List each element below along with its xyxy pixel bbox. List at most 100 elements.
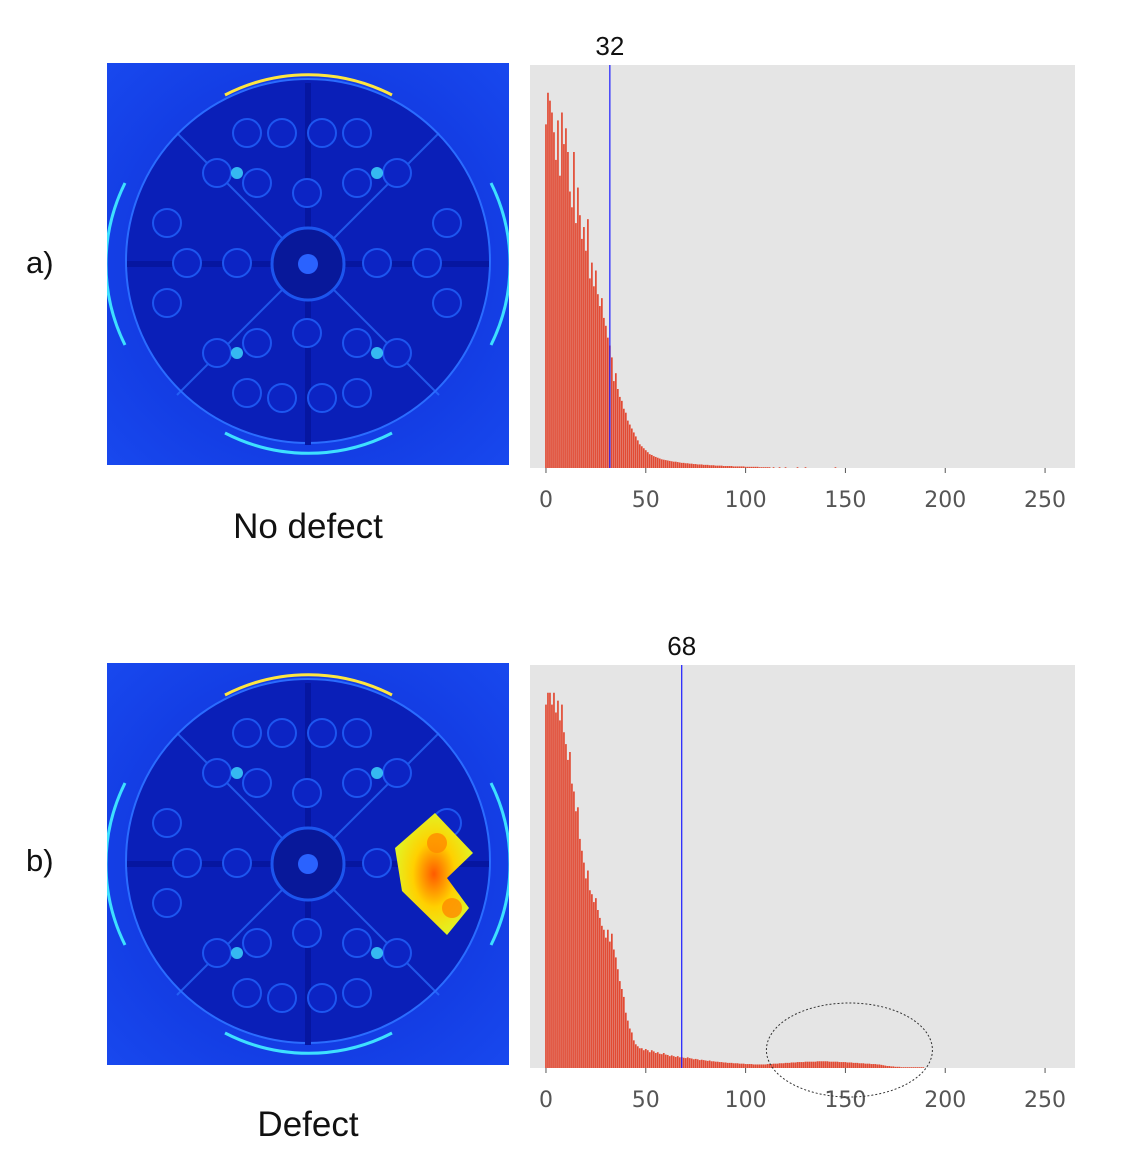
histogram-bar xyxy=(593,902,595,1068)
histogram-bar xyxy=(860,1063,863,1068)
histogram-bar xyxy=(624,1012,627,1068)
histogram-bar xyxy=(778,1063,781,1068)
threshold-label: 32 xyxy=(595,31,624,61)
histogram-bar xyxy=(732,466,735,468)
histogram-bar xyxy=(884,1065,887,1068)
histogram-bar xyxy=(660,1054,663,1068)
histogram-bar xyxy=(796,467,799,468)
histogram-bar xyxy=(612,381,615,468)
histogram-bar xyxy=(622,996,625,1068)
histogram-bar xyxy=(818,1061,821,1068)
histogram-bar xyxy=(796,1062,799,1068)
histogram-bar xyxy=(722,1062,725,1068)
histogram-bar xyxy=(740,466,743,468)
histogram-bar xyxy=(622,408,625,468)
histogram-bar xyxy=(834,1061,837,1068)
histogram-bar xyxy=(702,464,705,468)
x-tick-label: 0 xyxy=(539,1088,553,1113)
histogram-bar xyxy=(547,92,549,468)
histogram-bar xyxy=(736,1063,739,1068)
histogram-bar xyxy=(587,870,589,1068)
histogram-bar xyxy=(764,1064,767,1068)
histogram-bar xyxy=(571,207,573,469)
histogram-bar xyxy=(836,1061,839,1068)
histogram-bar xyxy=(868,1063,871,1068)
histogram-bar xyxy=(904,1067,907,1068)
histogram-bar xyxy=(888,1066,891,1068)
histogram-bar xyxy=(838,1062,841,1068)
histogram-bar xyxy=(808,1061,811,1068)
histogram-bar xyxy=(816,1061,819,1068)
histogram-bar xyxy=(547,692,549,1068)
histogram-bar xyxy=(696,1059,699,1068)
histogram-bar xyxy=(662,1052,665,1068)
histogram-bar xyxy=(612,949,615,1068)
histogram-bar xyxy=(706,1060,709,1068)
x-tick-label: 100 xyxy=(725,488,767,513)
histogram-bar xyxy=(746,466,749,468)
histogram-bar xyxy=(842,1062,845,1068)
histogram-bar xyxy=(577,187,579,469)
histogram-bar xyxy=(688,1058,691,1068)
histogram-bar xyxy=(742,1063,745,1068)
histogram-bar xyxy=(720,1062,723,1068)
histogram-bar xyxy=(670,461,673,468)
row-label-a: a) xyxy=(26,245,54,280)
histogram-bar xyxy=(680,462,683,468)
histogram-bar xyxy=(746,1064,749,1068)
histogram-bar xyxy=(840,1062,843,1068)
histogram-bar xyxy=(792,1062,795,1068)
histogram-bar xyxy=(718,1062,721,1068)
histogram-bar xyxy=(760,467,763,468)
histogram-bar xyxy=(654,1052,657,1068)
histogram-bar xyxy=(549,692,551,1068)
histogram-bar xyxy=(732,1063,735,1068)
histogram-bar xyxy=(642,448,645,468)
x-tick-label: 250 xyxy=(1024,488,1066,513)
caption-defect: Defect xyxy=(257,1105,359,1144)
histogram-bar xyxy=(892,1066,895,1068)
histogram-bar xyxy=(595,270,597,468)
histogram-bar xyxy=(878,1064,881,1068)
histogram-bar xyxy=(672,1056,675,1068)
histogram-bar xyxy=(728,466,731,468)
histogram-bar xyxy=(784,1062,787,1068)
histogram-bar xyxy=(862,1063,865,1068)
histogram-bar xyxy=(918,1067,921,1068)
histogram-bar xyxy=(712,465,715,468)
histogram-bar xyxy=(593,286,595,468)
histogram-bar xyxy=(750,1064,753,1068)
histogram-bar xyxy=(754,466,757,468)
histogram-bar xyxy=(638,444,641,468)
histogram-bar xyxy=(834,467,837,468)
histogram-bar xyxy=(571,783,573,1068)
histogram-bar xyxy=(618,981,621,1068)
histogram-bar xyxy=(694,1058,697,1068)
histogram-bar xyxy=(601,925,603,1068)
histogram-bar xyxy=(686,1057,689,1068)
plot-background xyxy=(530,665,1075,1068)
histogram-bar xyxy=(766,467,769,468)
histogram-bar xyxy=(648,1052,651,1068)
histogram-bar xyxy=(738,466,741,468)
histogram-bar xyxy=(557,700,559,1068)
histogram-bar xyxy=(720,465,723,468)
histogram-bar xyxy=(726,1062,729,1068)
histogram-bar xyxy=(794,1062,797,1068)
histogram-bar xyxy=(630,428,633,468)
histogram-bar xyxy=(882,1065,885,1068)
histogram-bar xyxy=(634,436,637,468)
histogram-bar xyxy=(806,1061,809,1068)
histogram-chart-defect: 68 0 50 100 150 200 250 xyxy=(530,631,1075,1113)
histogram-bar xyxy=(804,467,807,468)
histogram-bar xyxy=(710,1061,713,1068)
histogram-bar xyxy=(716,465,719,468)
histogram-bar xyxy=(876,1064,879,1068)
histogram-bar xyxy=(628,424,631,468)
histogram-bar xyxy=(668,1056,671,1068)
histogram-bar xyxy=(585,250,587,468)
histogram-bar xyxy=(906,1067,909,1068)
histogram-bar xyxy=(734,466,737,468)
histogram-bar xyxy=(782,1063,785,1068)
histogram-bar xyxy=(555,712,557,1068)
